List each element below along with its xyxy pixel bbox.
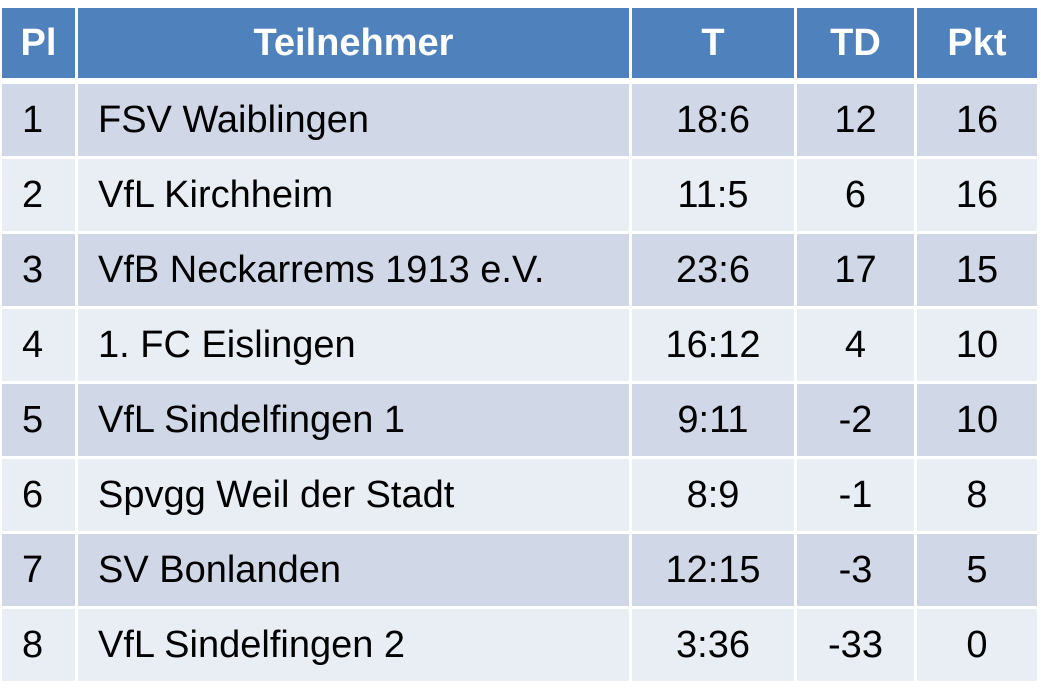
cell-pl: 1	[2, 84, 78, 159]
cell-pl: 6	[2, 459, 78, 534]
header-t: T	[632, 8, 797, 84]
cell-pl: 7	[2, 534, 78, 609]
cell-td: 12	[797, 84, 917, 159]
cell-td: 17	[797, 234, 917, 309]
cell-td: -2	[797, 384, 917, 459]
cell-pkt: 8	[917, 459, 1037, 534]
cell-t: 3:36	[632, 609, 797, 684]
cell-t: 16:12	[632, 309, 797, 384]
cell-team: FSV Waiblingen	[78, 84, 632, 159]
header-td: TD	[797, 8, 917, 84]
cell-pkt: 10	[917, 309, 1037, 384]
cell-pl: 4	[2, 309, 78, 384]
cell-td: -33	[797, 609, 917, 684]
cell-team: 1. FC Eislingen	[78, 309, 632, 384]
standings-table: Pl Teilnehmer T TD Pkt 1 FSV Waiblingen …	[2, 8, 1037, 684]
cell-pkt: 5	[917, 534, 1037, 609]
cell-t: 23:6	[632, 234, 797, 309]
header-pl: Pl	[2, 8, 78, 84]
cell-t: 8:9	[632, 459, 797, 534]
cell-pkt: 15	[917, 234, 1037, 309]
cell-pkt: 10	[917, 384, 1037, 459]
cell-team: VfL Sindelfingen 2	[78, 609, 632, 684]
cell-pl: 2	[2, 159, 78, 234]
cell-t: 11:5	[632, 159, 797, 234]
cell-team: Spvgg Weil der Stadt	[78, 459, 632, 534]
header-teilnehmer: Teilnehmer	[78, 8, 632, 84]
cell-team: VfB Neckarrems 1913 e.V.	[78, 234, 632, 309]
cell-pl: 5	[2, 384, 78, 459]
cell-team: VfL Kirchheim	[78, 159, 632, 234]
cell-td: -3	[797, 534, 917, 609]
cell-td: 4	[797, 309, 917, 384]
cell-pl: 8	[2, 609, 78, 684]
cell-pkt: 0	[917, 609, 1037, 684]
cell-team: SV Bonlanden	[78, 534, 632, 609]
cell-td: -1	[797, 459, 917, 534]
cell-pl: 3	[2, 234, 78, 309]
cell-t: 12:15	[632, 534, 797, 609]
cell-pkt: 16	[917, 159, 1037, 234]
cell-team: VfL Sindelfingen 1	[78, 384, 632, 459]
header-pkt: Pkt	[917, 8, 1037, 84]
cell-td: 6	[797, 159, 917, 234]
cell-t: 9:11	[632, 384, 797, 459]
cell-t: 18:6	[632, 84, 797, 159]
cell-pkt: 16	[917, 84, 1037, 159]
